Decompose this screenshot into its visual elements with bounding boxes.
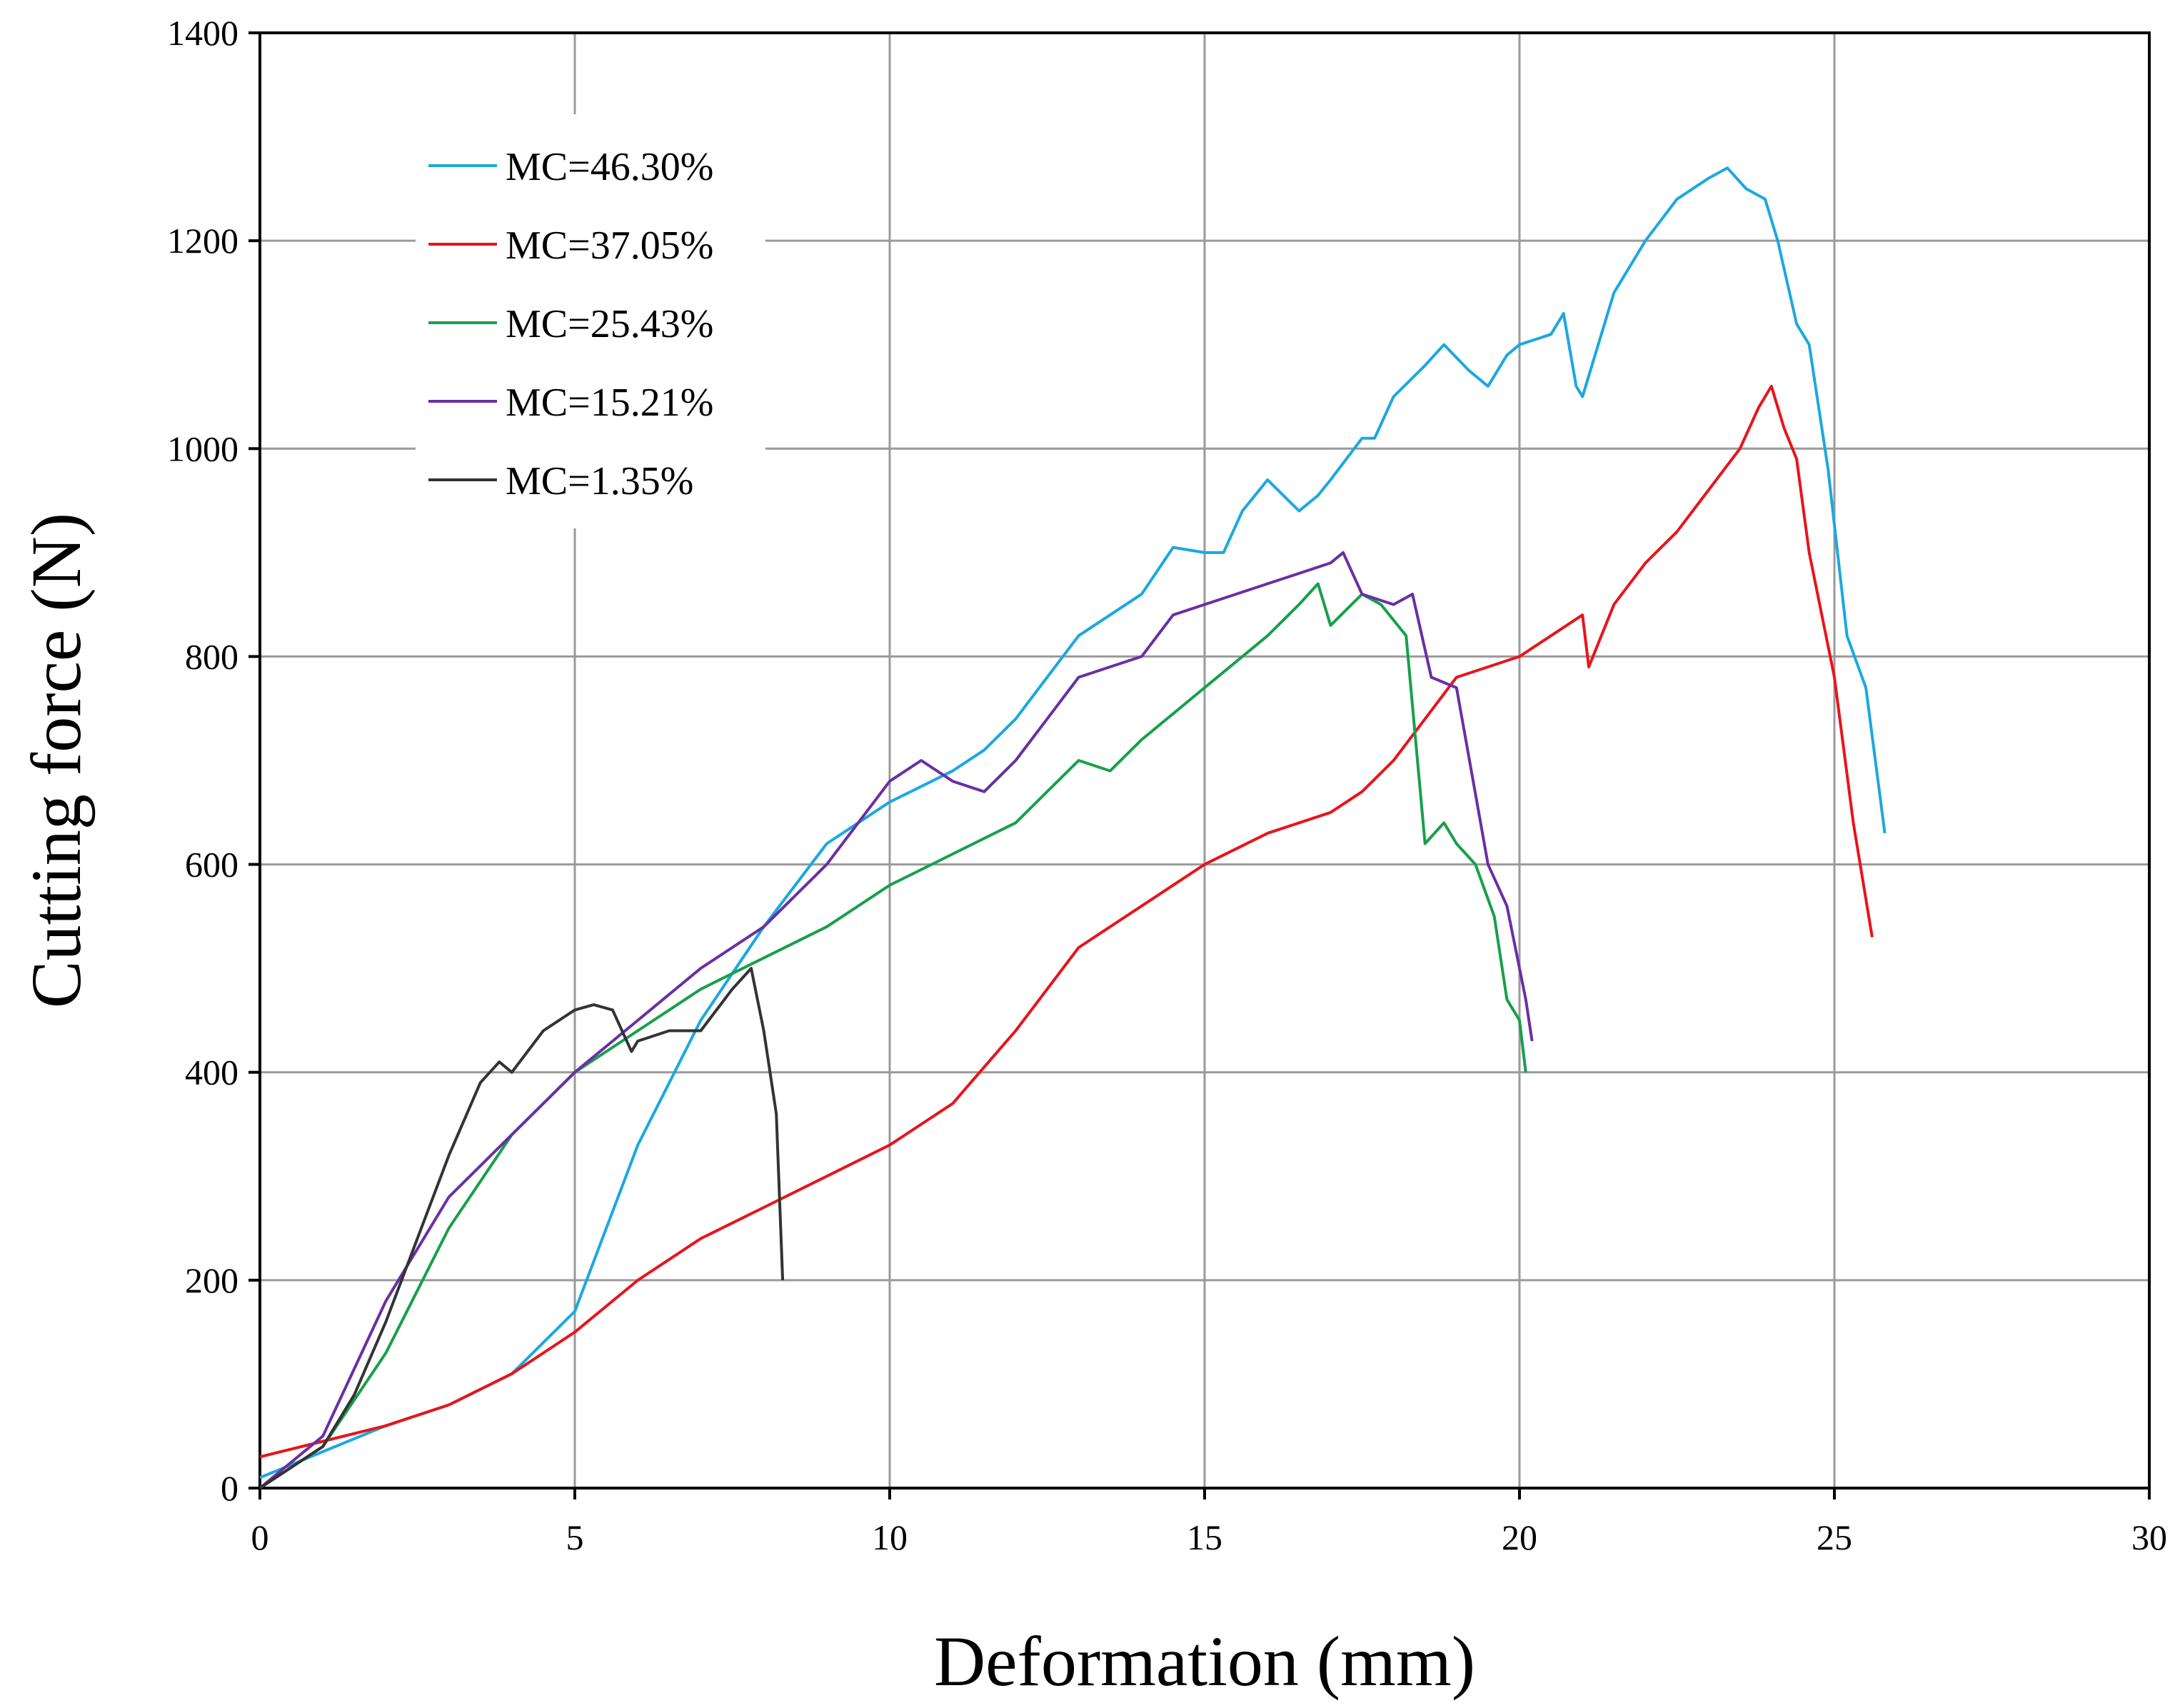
legend-label: MC=1.35% xyxy=(506,459,693,503)
x-tick-label: 10 xyxy=(872,1517,908,1557)
series-line-1 xyxy=(259,166,1887,1480)
x-axis-title: Deformation (mm) xyxy=(934,1622,1475,1701)
x-tick-label: 20 xyxy=(1502,1517,1537,1557)
series-line-2 xyxy=(259,384,1874,1459)
legend-label: MC=37.05% xyxy=(506,223,713,268)
legend: MC=46.30% MC=37.05% MC=25.43% MC=15.21% MC=1… xyxy=(416,114,765,528)
x-tick-label: 30 xyxy=(2131,1517,2167,1557)
y-tick-label: 200 xyxy=(185,1260,238,1300)
y-tick-label: 1400 xyxy=(167,13,238,53)
legend-label: MC=46.30% xyxy=(506,145,713,189)
y-tick-label: 600 xyxy=(185,845,238,885)
y-tick-label: 0 xyxy=(221,1468,238,1508)
x-tick-label: 5 xyxy=(566,1517,584,1557)
y-tick-label: 800 xyxy=(185,636,238,676)
series-line-5 xyxy=(258,967,785,1490)
axis-ticks: 0 5 10 15 20 25 30 0 200 400 600 800 1000 1200 1400 xyxy=(167,13,2167,1557)
series-line-4 xyxy=(258,551,1534,1490)
series-lines xyxy=(258,166,1887,1490)
x-tick-label: 15 xyxy=(1187,1517,1222,1557)
y-tick-label: 400 xyxy=(185,1053,238,1092)
legend-label: MC=15.21% xyxy=(506,381,713,425)
legend-label: MC=25.43% xyxy=(506,302,713,346)
x-tick-label: 0 xyxy=(251,1517,269,1557)
y-tick-label: 1000 xyxy=(167,428,238,468)
gridlines xyxy=(260,33,2149,1488)
x-tick-label: 25 xyxy=(1817,1517,1852,1557)
y-axis-title: Cutting force (N) xyxy=(16,513,96,1008)
y-tick-label: 1200 xyxy=(167,221,238,261)
